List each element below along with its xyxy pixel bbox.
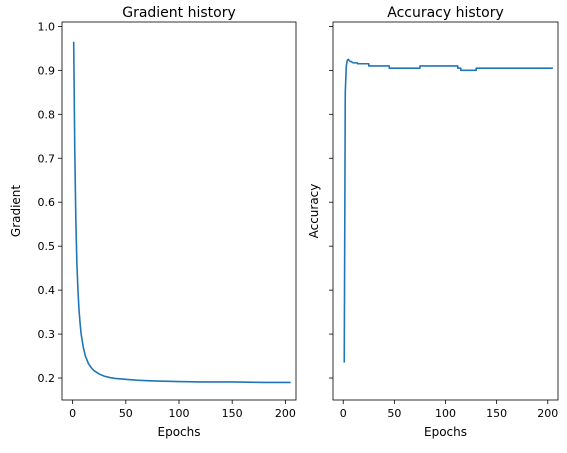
gradient-y-tick-label: 0.7 bbox=[38, 152, 56, 165]
gradient-x-axis-label: Epochs bbox=[158, 425, 201, 439]
accuracy-y-axis-label: Accuracy bbox=[307, 184, 321, 239]
gradient-y-tick-label: 1.0 bbox=[38, 20, 56, 33]
gradient-y-axis-label: Gradient bbox=[9, 185, 23, 238]
gradient-x-tick-label: 100 bbox=[169, 407, 190, 420]
accuracy-x-tick-label: 150 bbox=[486, 407, 507, 420]
accuracy-history-panel: Accuracy history 0 50 100 150 200 Epochs Accura… bbox=[307, 5, 558, 439]
gradient-plot-frame bbox=[62, 22, 296, 400]
accuracy-x-tick-label: 100 bbox=[435, 407, 456, 420]
accuracy-x-axis-label: Epochs bbox=[424, 425, 467, 439]
gradient-y-tick-label: 0.2 bbox=[38, 372, 56, 385]
gradient-y-tick-label: 0.6 bbox=[38, 196, 56, 209]
accuracy-title: Accuracy history bbox=[387, 5, 504, 21]
gradient-title: Gradient history bbox=[122, 5, 236, 21]
gradient-y-tick-label: 0.9 bbox=[38, 64, 56, 77]
accuracy-x-tick-label: 50 bbox=[387, 407, 401, 420]
gradient-y-tick-label: 0.5 bbox=[38, 240, 56, 253]
gradient-x-tick-label: 0 bbox=[69, 407, 76, 420]
gradient-history-panel: Gradient history 0 50 100 150 200 0.2 0.3 0.4 0.5… bbox=[9, 5, 296, 439]
gradient-x-tick-label: 200 bbox=[275, 407, 296, 420]
gradient-y-tick-label: 0.3 bbox=[38, 328, 56, 341]
gradient-y-tick-label: 0.8 bbox=[38, 108, 56, 121]
gradient-y-tick-label: 0.4 bbox=[38, 284, 56, 297]
accuracy-plot-frame bbox=[333, 22, 558, 400]
gradient-series-line bbox=[74, 42, 291, 383]
accuracy-x-tick-label: 200 bbox=[537, 407, 558, 420]
gradient-x-tick-label: 50 bbox=[119, 407, 133, 420]
accuracy-x-tick-label: 0 bbox=[340, 407, 347, 420]
gradient-x-tick-label: 150 bbox=[222, 407, 243, 420]
accuracy-series-line bbox=[344, 59, 553, 362]
